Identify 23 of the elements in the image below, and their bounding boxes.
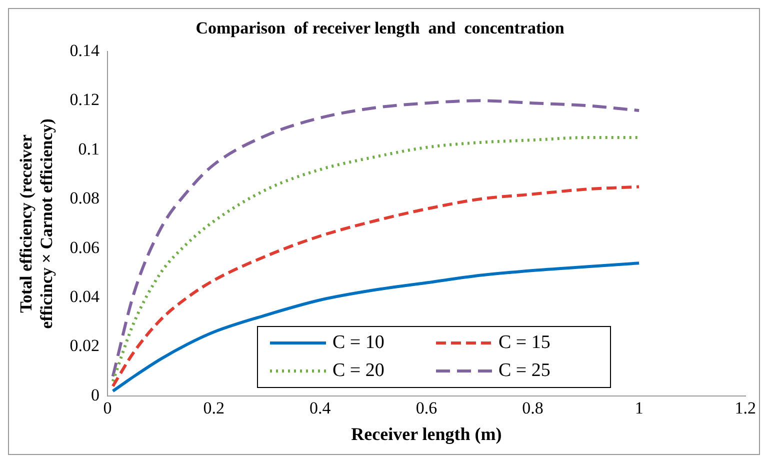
x-tick-label: 1.2 xyxy=(734,398,756,418)
x-tick-label: 0.2 xyxy=(203,398,224,418)
legend-label: C = 15 xyxy=(498,332,550,354)
y-axis-title: Total efficiency (receiver efficincy × Carnot efficiency) xyxy=(16,118,56,329)
x-axis-title: Receiver length (m) xyxy=(351,424,502,444)
y-tick-label: 0.14 xyxy=(70,40,100,60)
legend-label: C = 25 xyxy=(498,360,550,382)
x-tick-label: 1 xyxy=(634,398,644,418)
chart-title: Comparison of receiver length and concentration xyxy=(196,18,565,38)
y-tick-label: 0 xyxy=(91,385,100,404)
y-tick-label: 0.04 xyxy=(70,287,100,306)
y-tick-label: 0.12 xyxy=(70,90,100,110)
x-tick-label: 0.8 xyxy=(522,398,544,418)
legend-label: C = 10 xyxy=(332,332,384,354)
y-tick-label: 0.02 xyxy=(70,336,100,356)
y-tick-label: 0.06 xyxy=(70,238,100,257)
y-tick-label: 0.1 xyxy=(78,139,100,158)
x-tick-label: 0.6 xyxy=(416,398,438,418)
line-series xyxy=(111,185,641,388)
legend-label: C = 20 xyxy=(332,360,384,382)
y-tick-label: 0.08 xyxy=(70,188,100,208)
line-series xyxy=(111,262,641,393)
x-tick-label: 0.4 xyxy=(310,398,332,418)
